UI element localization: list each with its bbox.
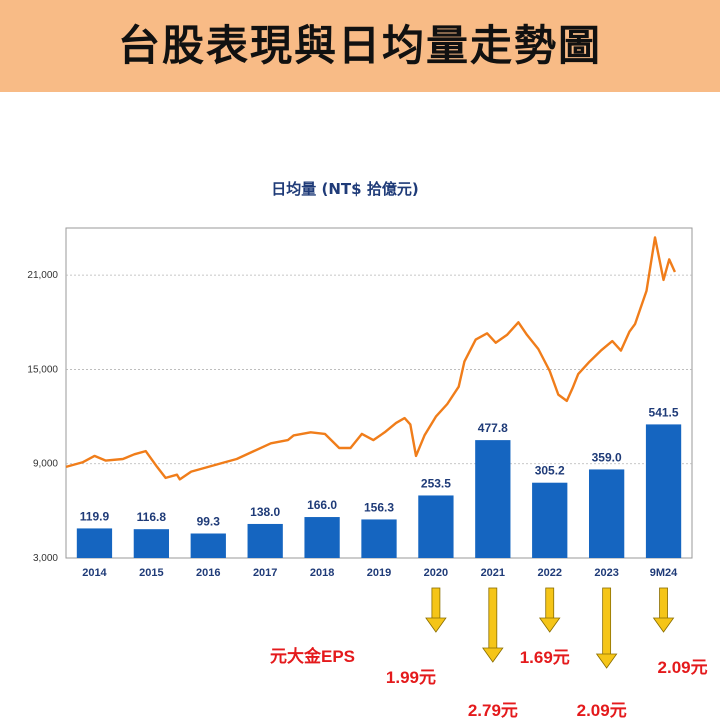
bar bbox=[475, 440, 511, 558]
eps-arrow-head bbox=[482, 647, 504, 663]
bar-data-label: 116.8 bbox=[137, 510, 167, 524]
y-tick-label: 9,000 bbox=[33, 459, 58, 470]
bar bbox=[133, 529, 170, 558]
bar bbox=[190, 533, 226, 558]
index-line bbox=[65, 236, 676, 481]
bar-data-label: 99.3 bbox=[197, 515, 221, 529]
bar bbox=[247, 523, 283, 558]
bar-data-label: 138.0 bbox=[250, 505, 280, 519]
bar-data-label: 541.5 bbox=[649, 405, 679, 419]
x-tick-label: 2015 bbox=[139, 567, 163, 579]
bar-data-label: 253.5 bbox=[421, 476, 451, 490]
x-tick-label: 2020 bbox=[424, 567, 448, 579]
bar-data-label: 166.0 bbox=[307, 498, 337, 512]
bar bbox=[418, 495, 454, 558]
eps-arrow-head bbox=[425, 617, 447, 633]
eps-value-label: 2.79元 bbox=[468, 701, 518, 720]
plot-area bbox=[65, 227, 693, 559]
eps-arrow-shaft bbox=[431, 587, 441, 621]
x-tick-label: 9M24 bbox=[650, 567, 678, 579]
bar bbox=[76, 528, 113, 558]
eps-value-label: 1.99元 bbox=[386, 668, 436, 687]
x-tick-label: 2023 bbox=[594, 567, 618, 579]
eps-value-label: 1.69元 bbox=[520, 648, 570, 667]
bar-data-label: 156.3 bbox=[364, 500, 394, 514]
bar-data-label: 119.9 bbox=[80, 509, 110, 523]
eps-caption: 元大金EPS bbox=[270, 647, 356, 666]
x-tick-label: 2017 bbox=[253, 567, 277, 579]
page-title: 台股表現與日均量走勢圖 bbox=[117, 21, 602, 70]
bar bbox=[588, 469, 625, 558]
bar bbox=[304, 517, 340, 558]
bar bbox=[532, 482, 568, 558]
y-tick-label: 15,000 bbox=[27, 364, 58, 375]
bar-data-label: 359.0 bbox=[592, 450, 622, 464]
eps-arrow-shaft bbox=[545, 587, 555, 621]
bar bbox=[645, 424, 682, 558]
eps-arrow-head bbox=[538, 617, 561, 633]
eps-arrow-head bbox=[652, 617, 675, 633]
x-tick-label: 2018 bbox=[310, 567, 334, 579]
eps-value-label: 2.09元 bbox=[577, 701, 627, 720]
chart-title: 日均量 (NT$ 拾億元) bbox=[271, 180, 419, 198]
title-banner: 台股表現與日均量走勢圖 bbox=[0, 0, 720, 92]
bar bbox=[361, 519, 397, 558]
x-tick-label: 2022 bbox=[537, 567, 561, 579]
eps-value-label: 2.09元 bbox=[658, 658, 708, 677]
x-tick-label: 2014 bbox=[82, 567, 107, 579]
x-tick-label: 2016 bbox=[196, 567, 220, 579]
eps-arrow-head bbox=[595, 653, 618, 669]
bar-data-label: 305.2 bbox=[535, 464, 565, 478]
eps-arrow-shaft bbox=[659, 587, 668, 621]
x-tick-label: 2021 bbox=[481, 567, 505, 579]
bar-data-label: 477.8 bbox=[478, 421, 508, 435]
y-tick-label: 3,000 bbox=[33, 553, 58, 564]
eps-arrow-shaft bbox=[602, 587, 612, 657]
eps-arrow-shaft bbox=[488, 587, 498, 651]
y-tick-label: 21,000 bbox=[27, 270, 58, 281]
x-tick-label: 2019 bbox=[367, 567, 391, 579]
